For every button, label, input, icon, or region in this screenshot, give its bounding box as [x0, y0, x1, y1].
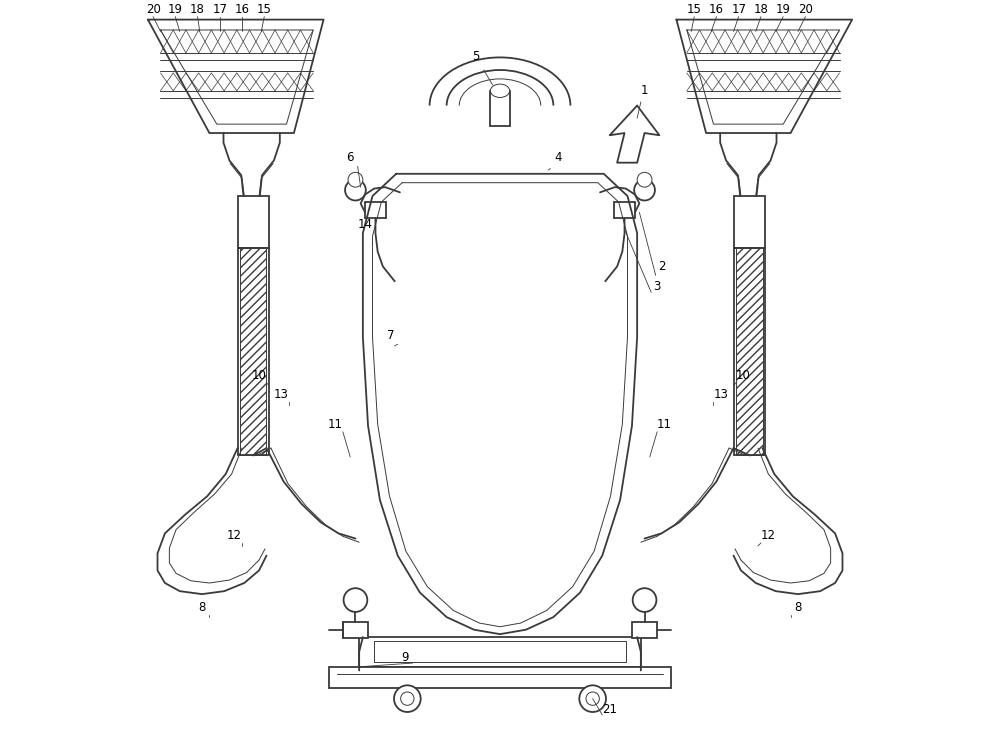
- Text: 2: 2: [658, 260, 665, 273]
- Text: 20: 20: [146, 3, 161, 16]
- Text: 1: 1: [641, 84, 648, 97]
- Circle shape: [633, 588, 656, 612]
- Ellipse shape: [490, 84, 510, 98]
- Circle shape: [634, 180, 655, 201]
- Text: 17: 17: [731, 3, 746, 16]
- Text: 19: 19: [168, 3, 183, 16]
- Circle shape: [348, 172, 363, 187]
- Text: 12: 12: [227, 529, 242, 542]
- Bar: [240, 248, 266, 456]
- Circle shape: [344, 588, 367, 612]
- Bar: [238, 196, 269, 248]
- Bar: [632, 621, 657, 638]
- Circle shape: [345, 180, 366, 201]
- Text: 17: 17: [212, 3, 227, 16]
- Bar: [734, 196, 765, 248]
- Circle shape: [394, 686, 421, 712]
- Bar: [329, 667, 671, 688]
- Text: 18: 18: [754, 3, 768, 16]
- Text: 16: 16: [235, 3, 250, 16]
- Bar: [238, 248, 269, 456]
- Text: 9: 9: [401, 651, 409, 664]
- Bar: [614, 202, 635, 219]
- Text: 7: 7: [387, 329, 394, 342]
- Text: 16: 16: [709, 3, 724, 16]
- Text: 13: 13: [274, 388, 289, 401]
- Bar: [734, 248, 765, 456]
- Circle shape: [579, 686, 606, 712]
- Circle shape: [586, 692, 599, 705]
- Bar: [365, 202, 386, 219]
- Circle shape: [401, 692, 414, 705]
- Text: 21: 21: [602, 703, 617, 715]
- Bar: [490, 91, 510, 126]
- Text: 13: 13: [713, 388, 728, 401]
- Text: 3: 3: [653, 280, 661, 293]
- Text: 10: 10: [736, 369, 751, 382]
- Text: 8: 8: [198, 601, 206, 614]
- Text: 10: 10: [252, 369, 267, 382]
- Text: 19: 19: [776, 3, 791, 16]
- Text: 20: 20: [798, 3, 813, 16]
- Text: 4: 4: [554, 151, 562, 164]
- Text: 6: 6: [347, 151, 354, 164]
- Text: 12: 12: [761, 529, 776, 542]
- Text: 8: 8: [794, 601, 802, 614]
- Text: 15: 15: [687, 3, 702, 16]
- Text: 14: 14: [358, 218, 373, 231]
- Text: 11: 11: [657, 418, 672, 431]
- Bar: [359, 637, 641, 667]
- Bar: [374, 641, 626, 662]
- Circle shape: [637, 172, 652, 187]
- Text: 18: 18: [190, 3, 205, 16]
- Text: 15: 15: [257, 3, 272, 16]
- Text: 5: 5: [473, 50, 480, 63]
- Bar: [736, 248, 763, 456]
- Bar: [343, 621, 368, 638]
- Text: 11: 11: [328, 418, 343, 431]
